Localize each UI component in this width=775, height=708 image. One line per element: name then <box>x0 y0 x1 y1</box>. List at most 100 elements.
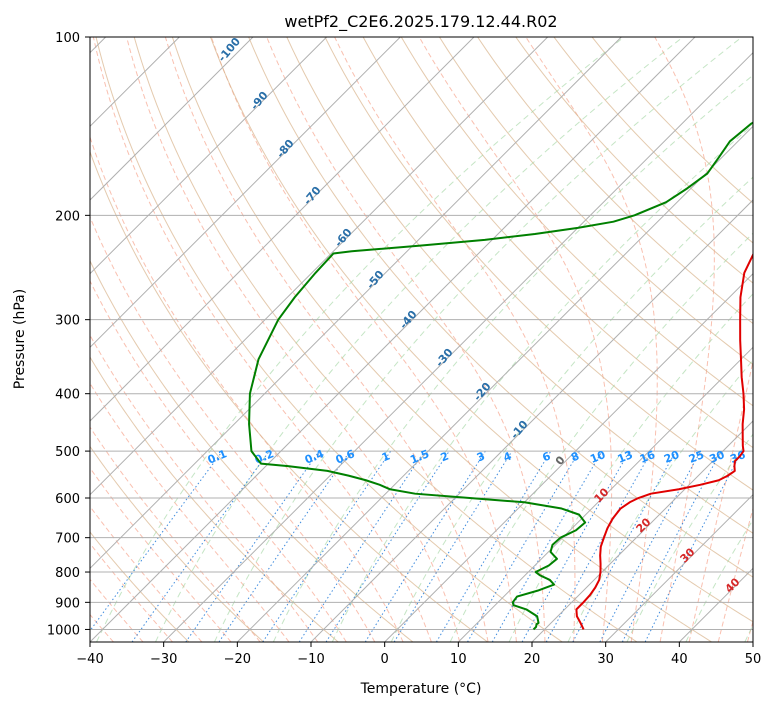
moist-adiabat-line <box>90 215 376 642</box>
saturation-line <box>213 37 743 642</box>
moist-adiabat-line <box>654 37 715 642</box>
isotherm-line <box>90 37 622 570</box>
moist-adiabat-line <box>688 358 753 642</box>
moist-adiabat-line <box>92 37 432 642</box>
mixing-ratio-line <box>298 450 425 642</box>
mixing-ratio-label: 30 <box>707 448 726 466</box>
mixing-ratio-line <box>185 450 320 642</box>
dry-adiabats <box>90 37 753 642</box>
mixing-ratio-label: 10 <box>588 448 607 466</box>
moist-adiabat-line <box>126 37 461 642</box>
x-axis: −40 −30 −20 −10 0 10 20 30 40 50 <box>76 642 761 667</box>
x-tick-label: 50 <box>745 652 762 667</box>
dry-adiabat-line <box>90 356 339 642</box>
mixing-ratio-line <box>545 450 653 642</box>
mixing-ratio-label: 13 <box>616 448 635 466</box>
isotherm-line <box>90 37 401 349</box>
moist-adiabat-line <box>334 37 576 642</box>
isotherm-line <box>384 272 753 642</box>
sounding-series <box>248 121 753 631</box>
mixing-ratio-line <box>131 450 270 642</box>
isotherm-line <box>90 37 328 275</box>
temperature-line <box>575 252 753 630</box>
moist-adiabat-line <box>90 467 232 642</box>
isotherm-line <box>531 420 753 642</box>
dry-adiabat-line <box>95 37 563 642</box>
y-tick-label: 600 <box>55 492 80 507</box>
y-tick-label: 1000 <box>47 623 80 638</box>
x-tick-label: −10 <box>297 652 324 667</box>
dry-adiabat-line <box>400 37 753 407</box>
dry-adiabat-line <box>324 37 753 491</box>
mixing-ratio-line <box>393 450 513 642</box>
mixing-ratio-label: 8 <box>569 449 581 464</box>
mixing-ratio-label: 2 <box>439 449 451 464</box>
moist-adiabat-line <box>90 426 261 642</box>
y-axis: 100 200 300 400 500 600 700 800 900 1000 <box>47 31 90 638</box>
saturation-line <box>331 124 753 642</box>
dry-adiabat-line <box>439 37 753 366</box>
x-tick-label: −30 <box>150 652 177 667</box>
y-axis-title: Pressure (hPa) <box>12 289 28 389</box>
x-tick-label: 40 <box>671 652 688 667</box>
dry-adiabat-line <box>133 37 638 642</box>
saturation-line <box>96 37 625 642</box>
dry-adiabat-line <box>515 37 753 284</box>
x-tick-label: 20 <box>524 652 541 667</box>
mixing-ratio-line <box>325 450 450 642</box>
moist-adiabat-line <box>164 37 489 642</box>
mixing-ratio-label: 20 <box>662 448 681 466</box>
dewpoint-line <box>248 121 753 631</box>
dry-adiabat-line <box>210 37 753 623</box>
moist-adiabat-line <box>90 382 290 642</box>
saturation-line <box>155 37 684 642</box>
dry-adiabat-line <box>90 150 488 642</box>
isotherm-line <box>90 37 696 642</box>
dry-adiabat-line <box>248 37 753 578</box>
saturation-line <box>390 176 753 642</box>
y-tick-label: 100 <box>55 31 80 46</box>
x-tick-label: 0 <box>381 652 389 667</box>
dry-adiabat-line <box>362 37 753 449</box>
mixing-ratio-label: 25 <box>687 448 706 466</box>
saturation-line <box>272 74 753 642</box>
x-tick-label: 30 <box>597 652 614 667</box>
moist-adiabat-line <box>90 334 319 642</box>
y-tick-label: 400 <box>55 388 80 403</box>
isotherm-line <box>310 199 753 642</box>
mixing-ratio-line <box>262 450 392 642</box>
saturation-curves <box>96 37 753 642</box>
isotherm-line <box>90 37 549 496</box>
mixing-ratio-label: 1 <box>380 449 392 464</box>
y-tick-label: 200 <box>55 209 80 224</box>
isotherm-line <box>605 493 753 642</box>
isotherms <box>90 37 753 642</box>
isotherm-line <box>163 51 753 642</box>
saturation-line <box>449 232 753 642</box>
dry-adiabat-line <box>90 531 190 642</box>
x-axis-title: Temperature (°C) <box>360 681 482 697</box>
dry-adiabat-line <box>90 445 264 642</box>
isotherm-line <box>457 346 753 642</box>
y-tick-label: 700 <box>55 532 80 547</box>
isobars <box>90 37 753 630</box>
moist-adiabat-line <box>210 37 517 642</box>
moist-adiabat-line <box>266 37 546 642</box>
moist-adiabat-line <box>418 37 613 642</box>
plot-frame <box>89 36 754 643</box>
mixing-ratio-line <box>521 450 630 642</box>
y-tick-label: 800 <box>55 566 80 581</box>
mixing-ratio-line <box>572 450 677 642</box>
y-tick-label: 500 <box>55 445 80 460</box>
isotherm-line <box>236 125 753 642</box>
mixing-ratio-label: 16 <box>638 448 657 466</box>
mixing-ratio-line <box>218 450 351 642</box>
y-tick-label: 300 <box>55 314 80 329</box>
x-tick-label: −40 <box>76 652 103 667</box>
mixing-ratio-label: 3 <box>475 449 487 464</box>
x-tick-label: −20 <box>224 652 251 667</box>
mixing-ratio-line <box>644 450 743 642</box>
isotherm-line <box>90 37 254 201</box>
